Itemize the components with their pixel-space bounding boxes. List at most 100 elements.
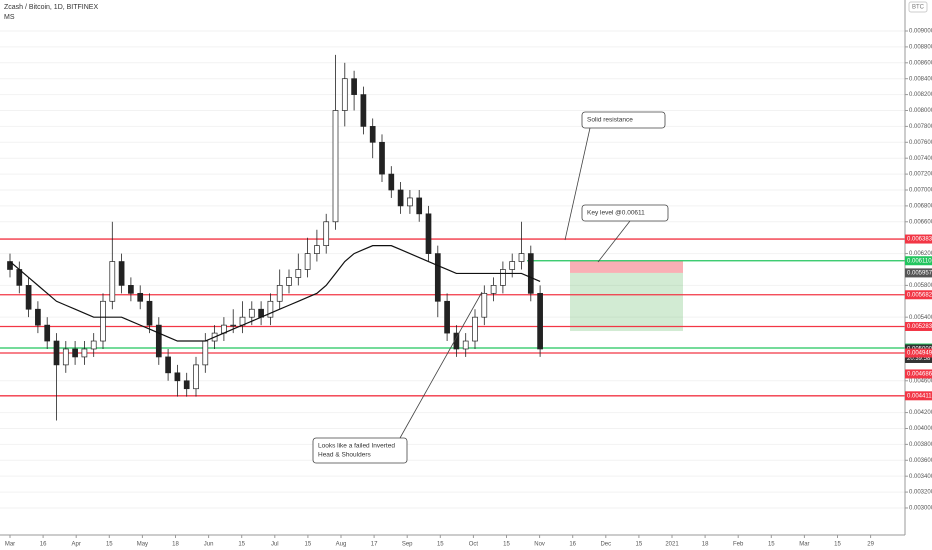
- price-tag-label: 0.005957: [907, 270, 932, 276]
- candle-body: [351, 78, 357, 95]
- candle-body: [81, 348, 88, 358]
- x-tick-label: 15: [238, 542, 245, 548]
- x-tick-label: 15: [437, 542, 444, 548]
- y-tick-label: 0.007200: [909, 172, 932, 178]
- price-tag: [905, 268, 932, 278]
- x-tick-label: Feb: [733, 542, 744, 548]
- callout-line: [564, 127, 591, 241]
- candle-body: [341, 78, 348, 111]
- candle-body: [304, 253, 311, 270]
- y-tick-label: 0.007600: [909, 140, 932, 146]
- candle-body: [323, 221, 330, 246]
- candle-body: [397, 189, 404, 207]
- annotations: Solid resistance Key level @0.00611 Looks …: [312, 111, 669, 464]
- target-zone: [570, 272, 683, 332]
- candle-body: [44, 324, 51, 342]
- x-tick-label: 15: [834, 542, 841, 548]
- y-tick-label: 0.003800: [909, 442, 932, 448]
- price-tag-label: 0.006383: [907, 237, 932, 243]
- candle-body: [332, 110, 339, 223]
- currency-box[interactable]: [908, 1, 928, 13]
- price-tag: [905, 321, 932, 331]
- price-tag: [905, 391, 932, 401]
- candle-body: [379, 141, 385, 175]
- candle-body: [276, 285, 283, 302]
- callout-text: Head & Shoulders: [318, 452, 372, 459]
- y-tick-label: 0.003400: [909, 474, 932, 480]
- axes: 0.009000 0.008800 0.008600 0.008400 0.008200…: [5, 29, 932, 548]
- candle-body: [490, 285, 497, 294]
- candle-body: [165, 356, 171, 374]
- callout-line: [597, 220, 631, 263]
- price-tag-label: 0.004686: [907, 372, 932, 378]
- candle-body: [388, 173, 395, 191]
- plot-area: [0, 54, 905, 421]
- y-tick-label: 0.006800: [909, 203, 932, 209]
- chart-title: Zcash / Bitcoin, 1D, BITFINEX: [4, 4, 98, 11]
- x-tick-label: Oct: [469, 542, 479, 548]
- candle-body: [35, 308, 41, 326]
- y-tick-label: 0.008400: [909, 76, 932, 82]
- x-tick-label: Nov: [534, 542, 545, 548]
- candle-body: [183, 380, 190, 390]
- x-tick-label: 15: [636, 542, 643, 548]
- y-tick-label: 0.007800: [909, 124, 932, 130]
- x-tick-label: 29: [867, 542, 874, 548]
- candle-body: [453, 332, 460, 350]
- y-tick-label: 0.007400: [909, 156, 932, 162]
- x-tick-label: Jul: [271, 542, 279, 548]
- price-tag: [905, 348, 932, 358]
- y-tick-label: 0.008600: [909, 60, 932, 66]
- candle-body: [267, 300, 274, 318]
- x-tick-label: 15: [503, 542, 510, 548]
- candle-body: [537, 292, 543, 350]
- candle-body: [62, 348, 69, 366]
- currency-label[interactable]: BTC: [912, 5, 925, 11]
- callout-box: [581, 111, 666, 129]
- x-tick-label: 15: [106, 542, 113, 548]
- x-tick-label: May: [137, 542, 148, 548]
- y-tick-label: 0.005400: [909, 315, 932, 321]
- y-tick-label: 0.005800: [909, 283, 932, 289]
- y-tick-label: 0.006200: [909, 251, 932, 257]
- x-tick-label: 15: [768, 542, 775, 548]
- candle-body: [53, 340, 60, 366]
- price-tag: [905, 234, 932, 244]
- y-tick-label: 0.007000: [909, 188, 932, 194]
- x-tick-label: Jun: [204, 542, 214, 548]
- candle-body: [128, 285, 134, 294]
- candle-body: [481, 292, 488, 318]
- candle-body: [407, 197, 413, 207]
- x-tick-label: Dec: [600, 542, 611, 548]
- y-tick-label: 0.008200: [909, 92, 932, 98]
- candle-body: [369, 126, 376, 143]
- candle-body: [72, 348, 78, 358]
- candle-body: [472, 316, 478, 342]
- candle-body: [193, 364, 199, 390]
- x-tick-label: Mar: [5, 542, 15, 548]
- y-tick-label: 0.004600: [909, 378, 932, 384]
- price-tag: [905, 256, 932, 266]
- price-tag: [905, 369, 932, 379]
- x-tick-label: Aug: [336, 542, 347, 548]
- y-tick-label: 0.009000: [909, 29, 932, 35]
- candle-body: [500, 269, 506, 286]
- candle-body: [248, 308, 255, 318]
- price-tag-label: 0.004411: [907, 393, 932, 399]
- indicator-label: MS: [4, 14, 15, 21]
- candle-body: [527, 253, 534, 294]
- callout-text: Looks like a failed Inverted: [318, 443, 395, 450]
- candle-body: [230, 324, 237, 327]
- x-tick-label: 16: [40, 542, 47, 548]
- candle-body: [360, 94, 367, 127]
- countdown-tag: [905, 353, 932, 363]
- callout-box: [581, 204, 669, 222]
- price-tag-label: 0.004949: [907, 351, 932, 357]
- candle-body: [314, 245, 320, 254]
- candle-body: [462, 340, 469, 350]
- callout-text: Solid resistance: [587, 117, 633, 124]
- candle-body: [25, 285, 32, 310]
- price-tag: [905, 290, 932, 300]
- candle-body: [295, 269, 302, 278]
